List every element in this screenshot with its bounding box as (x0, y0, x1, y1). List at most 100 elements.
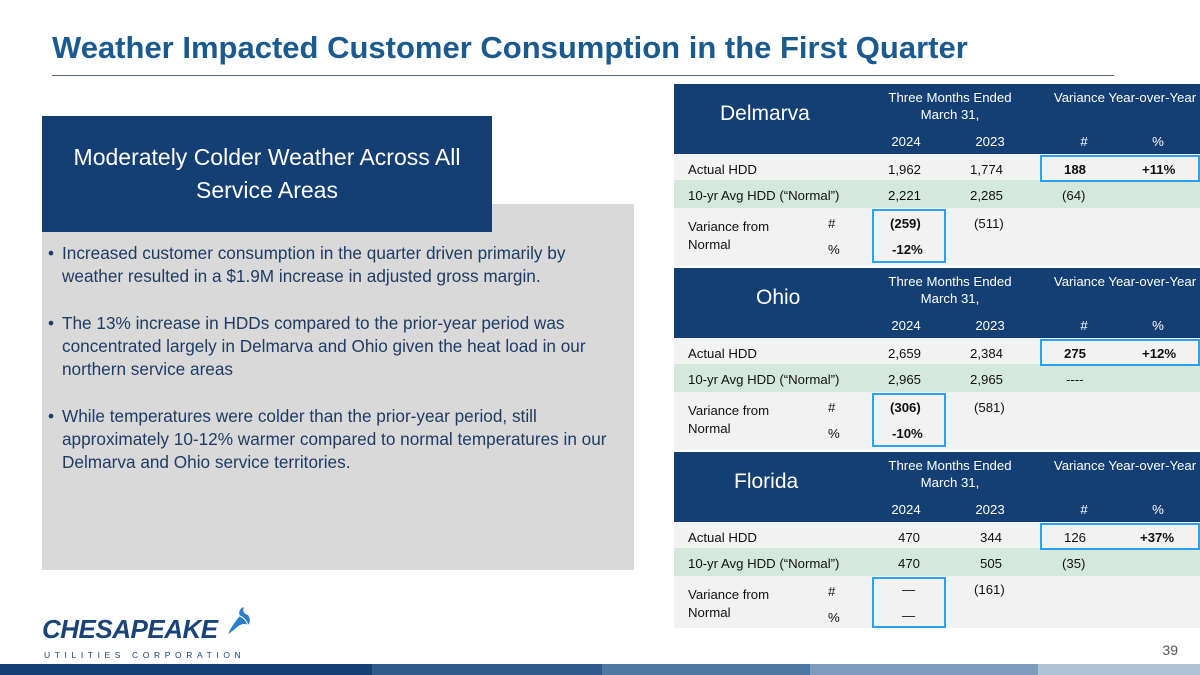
actual-hdd-label: Actual HDD (688, 346, 757, 361)
ohio-hdd-table: Ohio Three Months Ended March 31, Varian… (674, 268, 1200, 450)
footer-segment (1038, 664, 1200, 675)
normal-hdd-row (674, 364, 1200, 392)
actual-hdd-label: Actual HDD (688, 530, 757, 545)
year-2023-header: 2023 (975, 318, 1005, 333)
var-pct-symbol: % (828, 242, 840, 257)
page-number: 39 (1162, 642, 1178, 658)
variance-from-normal-label: Variance from Normal (688, 403, 770, 436)
logo-subtitle: UTILITIES CORPORATION (44, 650, 246, 660)
page-title: Weather Impacted Customer Consumption in… (52, 30, 968, 65)
num-header: # (1080, 134, 1088, 149)
table-header-band (674, 452, 1200, 522)
year-2023-header: 2023 (975, 502, 1005, 517)
var-num-symbol: # (828, 216, 836, 231)
actual-variance-num: 188 (1064, 162, 1087, 177)
normal-variance-num: (64) (1062, 188, 1086, 203)
year-2024-header: 2024 (891, 318, 921, 333)
normal-2023: 2,285 (970, 188, 1004, 203)
bullet-item: • The 13% increase in HDDs compared to th… (48, 312, 628, 381)
actual-hdd-label: Actual HDD (688, 162, 757, 177)
var-num-symbol: # (828, 584, 836, 599)
var-pct-2024: -12% (892, 242, 923, 257)
variance-from-normal-label: Variance from Normal (688, 219, 770, 252)
normal-hdd-row (674, 548, 1200, 576)
title-divider (52, 75, 1114, 76)
actual-2024: 470 (898, 530, 921, 545)
bullet-item: • Increased customer consumption in the q… (48, 242, 628, 288)
footer-segment (810, 664, 1038, 675)
bullet-text: The 13% increase in HDDs compared to the… (62, 313, 586, 379)
variance-header: Variance Year-over-Year (1053, 458, 1197, 473)
actual-2024: 1,962 (888, 162, 922, 177)
variance-header: Variance Year-over-Year (1053, 274, 1197, 289)
actual-variance-pct: +11% (1142, 162, 1176, 177)
yoy-highlight-box (1040, 155, 1200, 182)
normal-2024: 470 (898, 556, 921, 571)
actual-hdd-row (674, 338, 1200, 364)
florida-hdd-table: Florida Three Months Ended March 31, Var… (674, 452, 1200, 628)
footer-color-bar (0, 664, 1200, 675)
yoy-highlight-box (1040, 523, 1200, 550)
bullet-marker: • (48, 243, 55, 263)
actual-hdd-row (674, 154, 1200, 180)
variance-header: Variance Year-over-Year (1053, 90, 1197, 105)
table-header-band (674, 268, 1200, 338)
table-header-band (674, 84, 1200, 154)
var-num-2023: (581) (974, 400, 1005, 415)
normal-highlight-box (872, 393, 946, 447)
period-header: Three Months Ended March 31, (888, 274, 1012, 306)
var-num-2024: (259) (890, 216, 921, 231)
actual-variance-pct: +37% (1140, 530, 1175, 545)
period-header: Three Months Ended March 31, (888, 90, 1012, 122)
actual-variance-pct: +12% (1142, 346, 1177, 361)
normal-hdd-label: 10-yr Avg HDD (“Normal”) (688, 372, 840, 387)
var-num-2024: (306) (890, 400, 921, 415)
normal-hdd-label: 10-yr Avg HDD (“Normal”) (688, 188, 840, 203)
actual-hdd-row (674, 522, 1200, 548)
var-num-2024: — (902, 582, 916, 597)
callout-text: Moderately Colder Weather Across All Ser… (73, 144, 461, 203)
bullet-marker: • (48, 406, 55, 426)
bullet-text: Increased customer consumption in the qu… (62, 243, 566, 286)
period-header: Three Months Ended March 31, (888, 458, 1012, 490)
region-name: Delmarva (720, 102, 810, 125)
var-num-2023: (511) (974, 216, 1004, 231)
osprey-logo-icon (228, 607, 250, 634)
logo-wordmark: CHESAPEAKE (42, 614, 218, 644)
bullet-list: • Increased customer consumption in the q… (48, 242, 628, 498)
actual-2023: 1,774 (970, 162, 1004, 177)
bullet-text: While temperatures were colder than the … (62, 406, 607, 472)
normal-highlight-box (872, 577, 946, 628)
var-num-symbol: # (828, 400, 836, 415)
region-name: Ohio (756, 286, 801, 309)
footer-segment (0, 664, 372, 675)
year-2024-header: 2024 (891, 134, 921, 149)
normal-highlight-box (872, 209, 946, 263)
callout-box: Moderately Colder Weather Across All Ser… (42, 116, 492, 232)
normal-hdd-label: 10-yr Avg HDD (“Normal”) (688, 556, 840, 571)
bullet-item: • While temperatures were colder than the… (48, 405, 628, 474)
region-name: Florida (734, 470, 799, 493)
bullet-marker: • (48, 313, 55, 333)
normal-2023: 2,965 (970, 372, 1004, 387)
delmarva-hdd-table: Delmarva Three Months Ended March 31, Va… (674, 84, 1200, 266)
var-num-2023: (161) (974, 582, 1005, 597)
normal-2024: 2,965 (888, 372, 922, 387)
num-header: # (1080, 318, 1088, 333)
actual-variance-num: 126 (1064, 530, 1087, 545)
actual-2024: 2,659 (888, 346, 922, 361)
var-pct-2024: -10% (892, 426, 923, 441)
var-pct-2024: — (902, 608, 916, 623)
year-2024-header: 2024 (891, 502, 921, 517)
actual-2023: 2,384 (970, 346, 1004, 361)
actual-2023: 344 (980, 530, 1003, 545)
normal-2023: 505 (980, 556, 1003, 571)
footer-segment (602, 664, 810, 675)
normal-variance-num: ---- (1066, 372, 1084, 387)
variance-from-normal-label: Variance from Normal (688, 587, 770, 620)
footer-segment (372, 664, 602, 675)
summary-panel (42, 204, 634, 570)
pct-header: % (1152, 502, 1164, 517)
year-2023-header: 2023 (975, 134, 1005, 149)
var-pct-symbol: % (828, 610, 840, 625)
